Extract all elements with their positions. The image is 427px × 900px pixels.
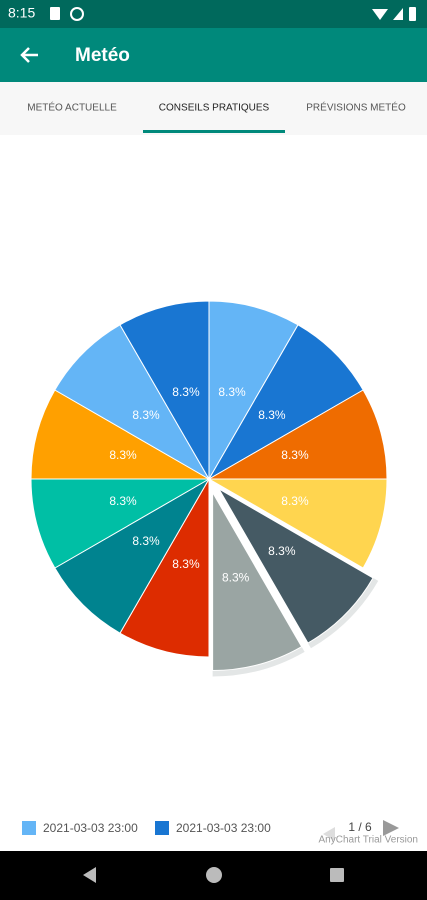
pie-slice[interactable] [54,477,211,634]
tab-bar [0,82,427,135]
app-title: Metéo [75,45,130,66]
pie-slice[interactable] [207,389,388,480]
status-bar [0,0,427,28]
tab-indicator [143,130,285,133]
app-bar [0,28,427,82]
slice-label: 8.3% [281,448,309,462]
legend-swatch[interactable] [155,821,169,835]
pie-slice[interactable] [212,490,303,672]
slice-label: 8.3% [281,494,309,508]
slice-label: 8.3% [109,494,137,508]
legend-page: 1 / 6 [348,820,372,834]
slice-label: 8.3% [258,408,286,422]
slice-label: 8.3% [132,534,160,548]
status-icons [50,7,416,21]
pie-slice[interactable] [54,324,211,481]
pie-slice[interactable] [30,389,211,480]
slice-label: 8.3% [109,448,137,462]
pie-slice[interactable] [207,324,364,481]
status-time: 8:15 [8,5,35,21]
nav-home[interactable] [206,867,222,883]
pie-slice[interactable] [207,478,388,569]
slice-label: 8.3% [132,408,160,422]
pie-slice[interactable] [30,478,211,569]
pie-slice[interactable] [208,300,299,481]
legend-label: 2021-03-03 23:00 [43,821,138,835]
slice-label: 8.3% [218,385,246,399]
tab[interactable]: CONSEILS PRATIQUES [159,103,270,114]
slice-label: 8.3% [222,571,250,585]
legend-prev[interactable] [323,827,335,841]
nav-recents[interactable] [330,868,344,882]
slice-label: 8.3% [172,385,200,399]
watermark: AnyChart Trial Version [319,835,419,846]
slice-label: 8.3% [172,557,200,571]
slice-label: 8.3% [268,544,296,558]
pie-slice[interactable] [217,487,374,644]
back-button[interactable] [20,47,38,63]
pie-slice[interactable] [119,300,210,481]
tab[interactable]: PRÉVISIONS METÉO [306,101,406,114]
tab[interactable]: METÉO ACTUELLE [27,101,117,114]
pie-slice[interactable] [119,477,210,658]
legend-next[interactable] [383,820,399,836]
legend-label: 2021-03-03 23:00 [176,821,271,835]
nav-back[interactable] [83,867,96,883]
legend-swatch[interactable] [22,821,36,835]
